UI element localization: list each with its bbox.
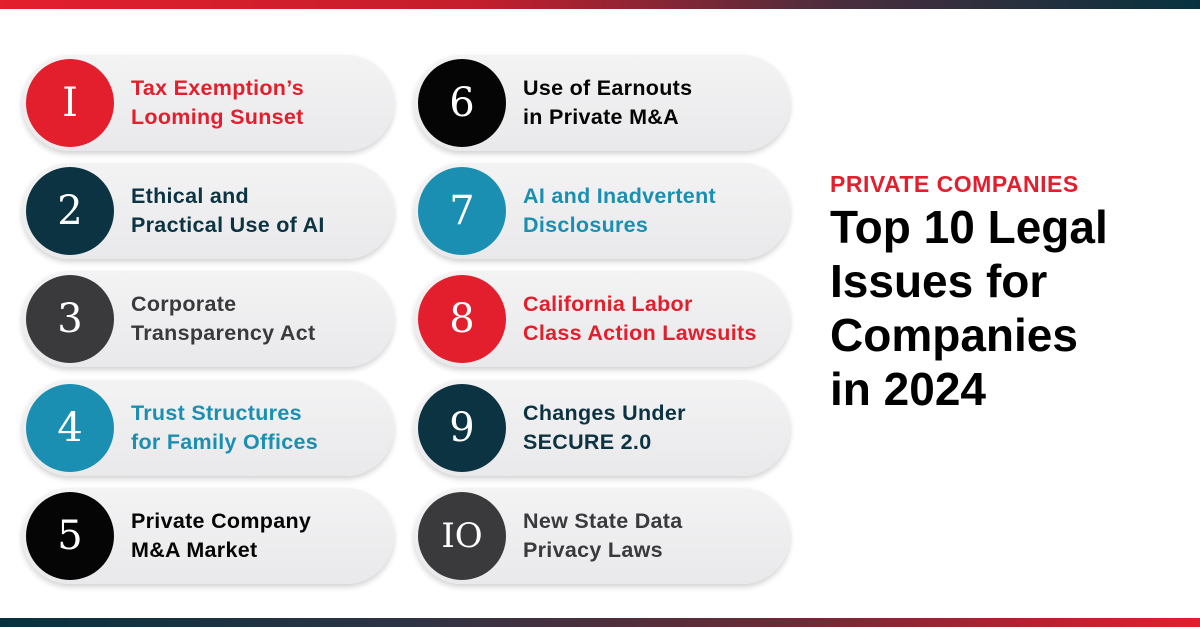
number-badge: 6: [418, 59, 506, 147]
issue-label: AI and Inadvertent Disclosures: [523, 184, 716, 237]
kicker: PRIVATE COMPANIES: [830, 171, 1079, 197]
number-badge: IO: [418, 492, 506, 580]
issue-label: Corporate Transparency Act: [131, 292, 316, 345]
issue-label: California Labor Class Action Lawsuits: [523, 292, 757, 345]
issue-item-3: 3 Corporate Transparency Act: [22, 271, 394, 367]
issue-item-5: 5 Private Company M&A Market: [22, 488, 394, 584]
number-badge: 2: [26, 167, 114, 255]
issue-label: Use of Earnouts in Private M&A: [523, 76, 693, 129]
issue-label: Ethical and Practical Use of AI: [131, 184, 325, 237]
issue-item-9: 9 Changes Under SECURE 2.0: [414, 380, 790, 476]
issue-label: Changes Under SECURE 2.0: [523, 401, 686, 454]
title-block: PRIVATE COMPANIES Top 10 Legal Issues fo…: [830, 170, 1108, 416]
issue-label: Private Company M&A Market: [131, 509, 312, 562]
number-badge: 4: [26, 384, 114, 472]
issue-item-8: 8 California Labor Class Action Lawsuits: [414, 271, 790, 367]
issue-item-4: 4 Trust Structures for Family Offices: [22, 380, 394, 476]
bottom-gradient-bar: [0, 618, 1200, 627]
issue-label: Trust Structures for Family Offices: [131, 401, 319, 454]
issue-label: New State Data Privacy Laws: [523, 509, 683, 562]
number-badge: I: [26, 59, 114, 147]
headline: Top 10 Legal Issues for Companies in 202…: [830, 201, 1108, 415]
issue-label: Tax Exemption’s Looming Sunset: [131, 76, 304, 129]
number-badge: 9: [418, 384, 506, 472]
issue-item-2: 2 Ethical and Practical Use of AI: [22, 163, 394, 259]
issue-item-1: I Tax Exemption’s Looming Sunset: [22, 55, 394, 151]
issue-item-7: 7 AI and Inadvertent Disclosures: [414, 163, 790, 259]
number-badge: 5: [26, 492, 114, 580]
top-gradient-bar: [0, 0, 1200, 9]
issue-item-10: IO New State Data Privacy Laws: [414, 488, 790, 584]
number-badge: 8: [418, 275, 506, 363]
number-badge: 7: [418, 167, 506, 255]
number-badge: 3: [26, 275, 114, 363]
issue-item-6: 6 Use of Earnouts in Private M&A: [414, 55, 790, 151]
